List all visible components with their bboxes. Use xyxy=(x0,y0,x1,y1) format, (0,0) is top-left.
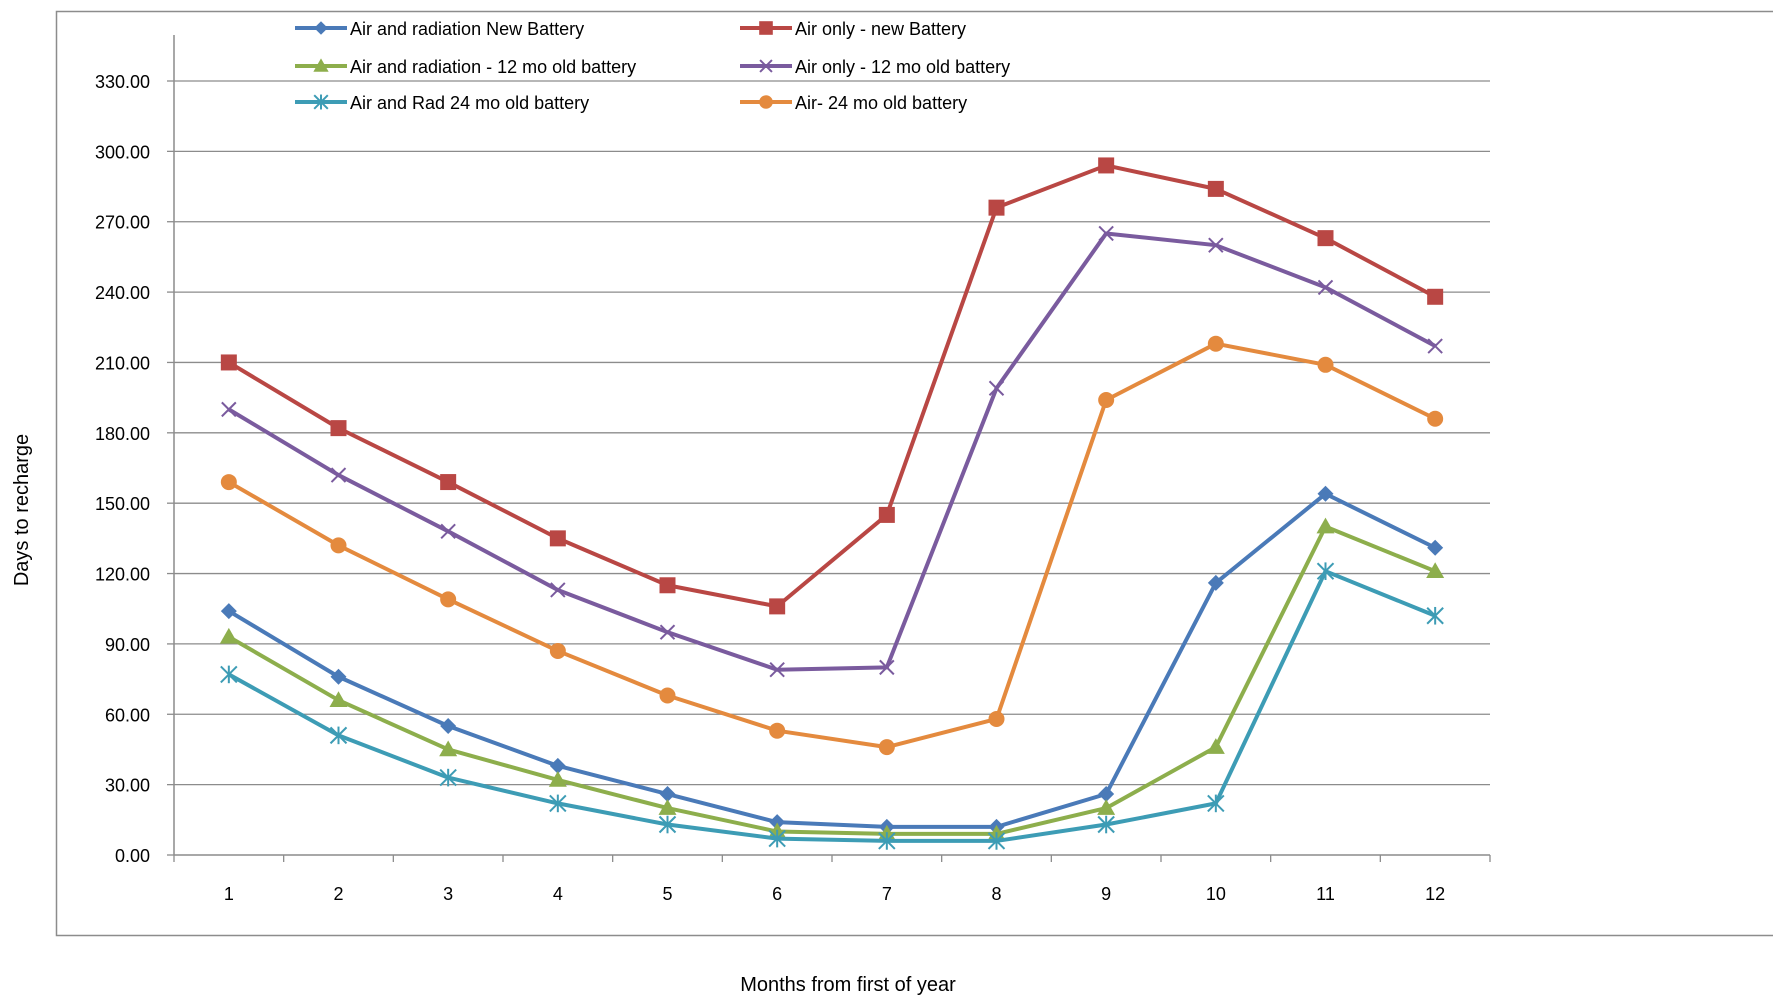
x-tick-label: 1 xyxy=(224,884,234,904)
data-point xyxy=(331,537,347,553)
y-tick-label: 330.00 xyxy=(95,72,150,92)
x-tick-label: 11 xyxy=(1316,884,1335,904)
data-point xyxy=(1427,289,1443,305)
data-point xyxy=(331,420,347,436)
legend-label: Air only - 12 mo old battery xyxy=(795,57,1010,77)
data-point xyxy=(1208,181,1224,197)
x-axis-title: Months from first of year xyxy=(740,974,956,996)
y-tick-label: 30.00 xyxy=(105,776,150,796)
y-tick-label: 180.00 xyxy=(95,424,150,444)
data-point xyxy=(550,643,566,659)
legend-marker xyxy=(759,95,773,109)
y-tick-label: 300.00 xyxy=(95,142,150,162)
chart-frame xyxy=(57,12,1773,936)
data-point xyxy=(1208,336,1224,352)
y-tick-label: 240.00 xyxy=(95,283,150,303)
x-tick-label: 3 xyxy=(443,884,453,904)
y-tick-label: 120.00 xyxy=(95,565,150,585)
data-point xyxy=(221,474,237,490)
legend-label: Air only - new Battery xyxy=(795,19,966,39)
data-point xyxy=(989,711,1005,727)
y-tick-label: 270.00 xyxy=(95,213,150,233)
data-point xyxy=(769,598,785,614)
data-point xyxy=(440,591,456,607)
data-point xyxy=(1098,392,1114,408)
x-tick-label: 9 xyxy=(1101,884,1111,904)
data-point xyxy=(989,200,1005,216)
y-tick-label: 60.00 xyxy=(105,705,150,725)
data-point xyxy=(1318,230,1334,246)
data-point xyxy=(550,530,566,546)
x-tick-label: 4 xyxy=(553,884,563,904)
data-point xyxy=(221,354,237,370)
y-tick-label: 150.00 xyxy=(95,494,150,514)
x-tick-label: 2 xyxy=(333,884,343,904)
x-tick-label: 12 xyxy=(1425,884,1445,904)
legend-label: Air- 24 mo old battery xyxy=(795,93,967,113)
data-point xyxy=(1098,157,1114,173)
data-point xyxy=(660,577,676,593)
data-point xyxy=(660,688,676,704)
data-point xyxy=(879,507,895,523)
x-tick-label: 5 xyxy=(662,884,672,904)
data-point xyxy=(1427,411,1443,427)
legend-label: Air and radiation - 12 mo old battery xyxy=(350,57,636,77)
x-tick-label: 7 xyxy=(882,884,892,904)
data-point xyxy=(1318,357,1334,373)
x-tick-label: 8 xyxy=(991,884,1001,904)
legend-label: Air and Rad 24 mo old battery xyxy=(350,93,589,113)
x-tick-label: 10 xyxy=(1206,884,1226,904)
legend-label: Air and radiation New Battery xyxy=(350,19,584,39)
y-axis-title: Days to recharge xyxy=(11,434,33,586)
legend-marker xyxy=(759,21,773,35)
x-tick-label: 6 xyxy=(772,884,782,904)
data-point xyxy=(440,474,456,490)
data-point xyxy=(769,723,785,739)
y-tick-label: 210.00 xyxy=(95,353,150,373)
y-tick-label: 0.00 xyxy=(115,846,150,866)
y-tick-label: 90.00 xyxy=(105,635,150,655)
data-point xyxy=(879,739,895,755)
